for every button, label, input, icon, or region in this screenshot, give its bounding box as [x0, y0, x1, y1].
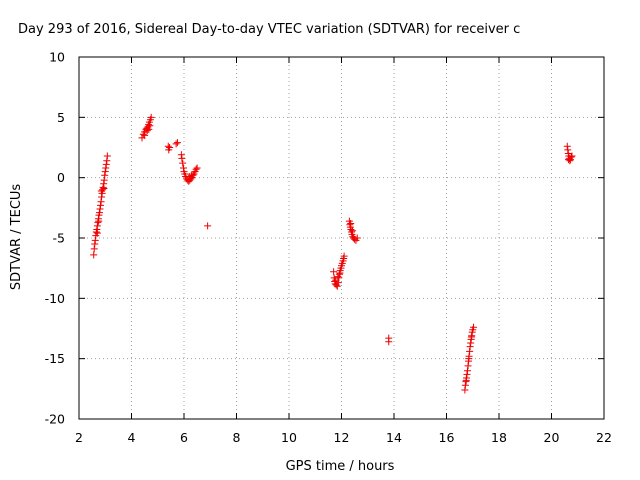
data-point [464, 362, 472, 370]
data-point [347, 220, 355, 228]
data-point [330, 268, 338, 276]
data-point [461, 381, 469, 389]
data-point [93, 229, 101, 237]
data-point [349, 227, 357, 235]
data-point [466, 343, 474, 351]
data-point [470, 323, 478, 331]
data-points [90, 113, 576, 394]
data-point [102, 160, 110, 168]
data-point [98, 193, 106, 201]
data-point [563, 142, 571, 150]
axis-ticks: 2 4 6 8 10 12 14 16 18 20 22 10 5 0 -5 -10 -15 -20 [45, 50, 612, 446]
data-point [566, 157, 574, 165]
data-point [177, 151, 185, 159]
x-tick-label: 6 [180, 430, 188, 445]
data-point [90, 245, 98, 253]
x-tick-label: 16 [439, 430, 455, 445]
x-tick-label: 10 [281, 430, 297, 445]
y-tick-label: -15 [45, 351, 65, 366]
data-point [102, 164, 110, 172]
x-tick-label: 18 [491, 430, 507, 445]
data-point [187, 171, 195, 179]
data-point [173, 139, 181, 147]
data-point [340, 252, 348, 260]
data-point [466, 347, 474, 355]
x-tick-label: 4 [128, 430, 136, 445]
data-point [95, 217, 103, 225]
x-tick-label: 8 [233, 430, 241, 445]
data-point [336, 269, 344, 277]
y-tick-label: 10 [49, 50, 65, 65]
chart-title: Day 293 of 2016, Sidereal Day-to-day VTE… [18, 22, 520, 37]
data-point [564, 146, 572, 154]
data-point [193, 164, 201, 172]
data-point [172, 140, 180, 148]
data-point [93, 222, 101, 230]
y-axis-label: SDTVAR / TECUs [9, 184, 24, 291]
plot-frame [78, 56, 605, 420]
y-tick-label: 5 [57, 110, 65, 125]
data-point [192, 165, 200, 173]
data-point [90, 251, 98, 259]
y-tick-label: 0 [57, 170, 65, 185]
data-point [101, 171, 109, 179]
data-point [385, 338, 393, 346]
data-point [568, 152, 576, 160]
y-tick-label: -5 [53, 231, 65, 246]
y-tick-label: -20 [45, 412, 65, 427]
data-point [91, 236, 99, 244]
data-point [333, 282, 341, 290]
data-point [100, 176, 108, 184]
data-point [101, 168, 109, 176]
data-point [103, 157, 111, 165]
data-point [93, 226, 101, 234]
data-point [94, 218, 102, 226]
data-point [103, 152, 111, 160]
data-point [91, 240, 99, 248]
data-point [465, 355, 473, 363]
data-point [464, 367, 471, 375]
data-point [145, 125, 153, 133]
data-point [97, 201, 105, 209]
x-tick-label: 2 [75, 430, 83, 445]
x-tick-label: 12 [334, 430, 350, 445]
data-point [467, 333, 475, 341]
data-point [95, 209, 103, 217]
data-point [164, 142, 172, 150]
data-point [97, 198, 105, 206]
data-point [99, 183, 107, 191]
data-point [334, 273, 342, 281]
x-tick-label: 20 [544, 430, 560, 445]
data-point [166, 144, 174, 151]
data-point [179, 159, 187, 167]
data-point [141, 131, 149, 139]
data-point [147, 113, 155, 121]
data-point [179, 164, 187, 172]
data-point [353, 234, 361, 242]
data-point [100, 185, 108, 193]
data-point [565, 156, 573, 164]
data-point [461, 386, 469, 394]
data-point [467, 339, 475, 347]
data-point [96, 205, 104, 213]
data-point [204, 222, 212, 230]
data-point [462, 376, 470, 384]
x-axis-label: GPS time / hours [286, 459, 395, 474]
y-tick-label: -10 [45, 291, 65, 306]
x-tick-label: 14 [386, 430, 402, 445]
data-point [463, 370, 471, 378]
data-point [178, 154, 186, 162]
data-point [332, 276, 340, 284]
x-tick-label: 22 [596, 430, 612, 445]
grid-lines [79, 57, 604, 419]
